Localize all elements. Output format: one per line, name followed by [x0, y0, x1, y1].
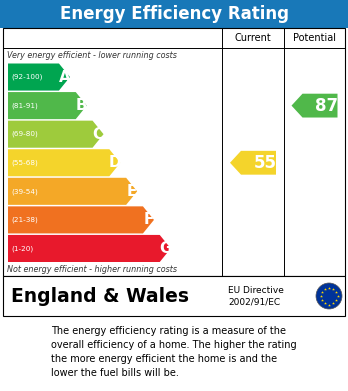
- Polygon shape: [8, 206, 154, 233]
- Text: (21-38): (21-38): [11, 217, 38, 223]
- Text: Current: Current: [235, 33, 271, 43]
- Bar: [0, 0, 348, 28]
- Bar: [3, 28, 345, 276]
- Text: Not energy efficient - higher running costs: Not energy efficient - higher running co…: [7, 264, 177, 273]
- Circle shape: [316, 283, 342, 309]
- Text: (69-80): (69-80): [11, 131, 38, 137]
- Text: (55-68): (55-68): [11, 160, 38, 166]
- Text: B: B: [76, 98, 87, 113]
- Text: C: C: [93, 127, 104, 142]
- Text: F: F: [143, 212, 153, 228]
- Polygon shape: [292, 94, 338, 118]
- Polygon shape: [8, 178, 137, 205]
- Text: Potential: Potential: [293, 33, 336, 43]
- Text: D: D: [109, 155, 121, 170]
- Polygon shape: [8, 149, 120, 176]
- Text: (92-100): (92-100): [11, 74, 42, 80]
- Text: Energy Efficiency Rating: Energy Efficiency Rating: [60, 5, 288, 23]
- Text: Very energy efficient - lower running costs: Very energy efficient - lower running co…: [7, 50, 177, 59]
- Text: EU Directive
2002/91/EC: EU Directive 2002/91/EC: [228, 285, 284, 307]
- Polygon shape: [8, 121, 104, 148]
- Polygon shape: [8, 235, 171, 262]
- Text: 55: 55: [253, 154, 277, 172]
- Text: E: E: [126, 184, 137, 199]
- Text: (39-54): (39-54): [11, 188, 38, 195]
- Text: G: G: [159, 241, 172, 256]
- Text: England & Wales: England & Wales: [11, 287, 189, 305]
- Text: 87: 87: [315, 97, 338, 115]
- Polygon shape: [8, 92, 87, 119]
- Text: A: A: [58, 70, 70, 84]
- Text: (1-20): (1-20): [11, 245, 33, 252]
- Text: (81-91): (81-91): [11, 102, 38, 109]
- Text: The energy efficiency rating is a measure of the
overall efficiency of a home. T: The energy efficiency rating is a measur…: [51, 325, 297, 377]
- Bar: [3, 276, 345, 316]
- Polygon shape: [8, 63, 70, 91]
- Polygon shape: [230, 151, 276, 175]
